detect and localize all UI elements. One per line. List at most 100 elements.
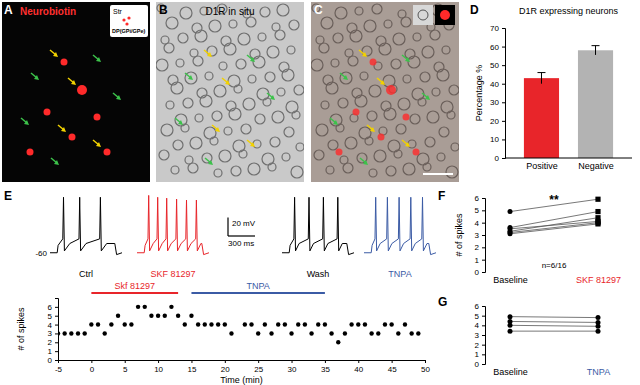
arrow-head bbox=[370, 127, 375, 132]
cell-texture bbox=[205, 72, 213, 80]
image-background bbox=[156, 2, 304, 182]
period-label: Skf 81297 bbox=[114, 281, 155, 291]
bar bbox=[524, 78, 559, 158]
point bbox=[69, 331, 73, 335]
tick-mark bbox=[482, 364, 485, 365]
cell-texture bbox=[316, 36, 324, 44]
tick: 2 bbox=[475, 243, 485, 252]
point bbox=[508, 329, 513, 334]
tick-mark bbox=[502, 121, 505, 122]
cell-texture bbox=[398, 98, 410, 110]
cell-texture bbox=[262, 153, 274, 165]
tick-mark bbox=[482, 325, 485, 326]
period-label: TNPA bbox=[247, 281, 270, 291]
point bbox=[323, 322, 327, 326]
trace-label: TNPA bbox=[388, 269, 411, 279]
cell-texture bbox=[219, 150, 231, 162]
axis: -505101520253035404550 bbox=[55, 360, 431, 374]
cell-texture bbox=[277, 88, 285, 96]
arrow-head bbox=[24, 120, 29, 125]
trace bbox=[364, 197, 436, 254]
image-background bbox=[2, 2, 150, 182]
cell-texture bbox=[449, 85, 459, 95]
tick-mark bbox=[482, 235, 485, 236]
panel-letter: G bbox=[438, 295, 447, 309]
cell-texture bbox=[265, 72, 275, 82]
tick-label: 6 bbox=[475, 194, 480, 203]
tick-label: 50 bbox=[421, 365, 430, 374]
labeled-cell bbox=[353, 109, 360, 116]
tick-mark bbox=[55, 351, 58, 352]
point bbox=[103, 331, 107, 335]
tick: 35 bbox=[321, 360, 330, 374]
cell-texture bbox=[286, 101, 298, 113]
panel-letter: F bbox=[438, 189, 445, 203]
point bbox=[296, 322, 300, 326]
point bbox=[196, 322, 200, 326]
tick-mark bbox=[502, 28, 505, 29]
trace-label: Wash bbox=[307, 269, 330, 279]
arrow-head bbox=[250, 142, 255, 147]
cell-texture bbox=[388, 140, 400, 152]
cell-texture bbox=[417, 153, 429, 165]
chart-title: D1R expressing neurons bbox=[519, 6, 619, 16]
tick-mark bbox=[292, 360, 293, 363]
arrow-head bbox=[96, 142, 101, 147]
labeled-cell bbox=[378, 134, 385, 141]
cell-texture bbox=[434, 62, 444, 72]
arrow-head bbox=[116, 95, 121, 100]
tick-label: 0 bbox=[475, 360, 480, 369]
cell-texture bbox=[267, 46, 279, 58]
scale-bar bbox=[423, 173, 453, 175]
scale-bar-x bbox=[228, 235, 255, 236]
labeled-cell bbox=[77, 85, 87, 95]
axis-line bbox=[482, 307, 486, 365]
point bbox=[169, 305, 173, 309]
tick-label: 45 bbox=[388, 365, 397, 374]
arrow-head bbox=[405, 142, 410, 147]
point bbox=[369, 331, 373, 335]
cell-texture bbox=[270, 137, 280, 147]
point bbox=[508, 209, 513, 214]
cell-texture bbox=[296, 143, 304, 151]
tick: 6 bbox=[48, 303, 58, 312]
axis: 0123456 bbox=[475, 194, 486, 277]
pair-line bbox=[510, 223, 598, 233]
cell-texture bbox=[321, 17, 333, 29]
arrow-head bbox=[208, 160, 213, 165]
tick-label: 1 bbox=[475, 350, 480, 359]
tick: 20 bbox=[490, 117, 505, 126]
cell-texture bbox=[410, 114, 420, 124]
cell-texture bbox=[376, 36, 386, 46]
figure-root: NeurobiotinStrDP(GPi/GPe)D1R in situABCD… bbox=[0, 0, 640, 385]
tick-label: 50 bbox=[490, 61, 499, 70]
point bbox=[403, 322, 407, 326]
inset bbox=[435, 5, 455, 25]
tick-mark bbox=[191, 360, 192, 363]
tick-mark bbox=[482, 316, 485, 317]
point bbox=[143, 305, 147, 309]
chart-e-timecourse: -5051015202530354045500123456Skf 81297TN… bbox=[16, 281, 430, 385]
tick-label: 6 bbox=[48, 303, 53, 312]
tick-mark bbox=[125, 360, 126, 363]
cell-texture bbox=[386, 166, 396, 176]
tick-label: 5 bbox=[475, 312, 480, 321]
labeled-cell bbox=[370, 59, 377, 66]
tick-label: 35 bbox=[321, 365, 330, 374]
cell-texture bbox=[272, 111, 284, 123]
point bbox=[363, 322, 367, 326]
tick-mark bbox=[502, 84, 505, 85]
tick-label: 20 bbox=[490, 117, 499, 126]
tick-label: Baseline bbox=[493, 275, 528, 285]
point bbox=[189, 314, 193, 318]
point bbox=[508, 314, 513, 319]
image-panel bbox=[2, 2, 150, 182]
point bbox=[596, 315, 601, 320]
cell-texture bbox=[166, 17, 178, 29]
tick-label: 30 bbox=[490, 98, 499, 107]
cell-texture bbox=[289, 20, 299, 30]
cell-texture bbox=[173, 140, 183, 150]
tick-label: 1 bbox=[475, 256, 480, 265]
arrow-head bbox=[363, 160, 368, 165]
cell-texture bbox=[364, 20, 376, 32]
